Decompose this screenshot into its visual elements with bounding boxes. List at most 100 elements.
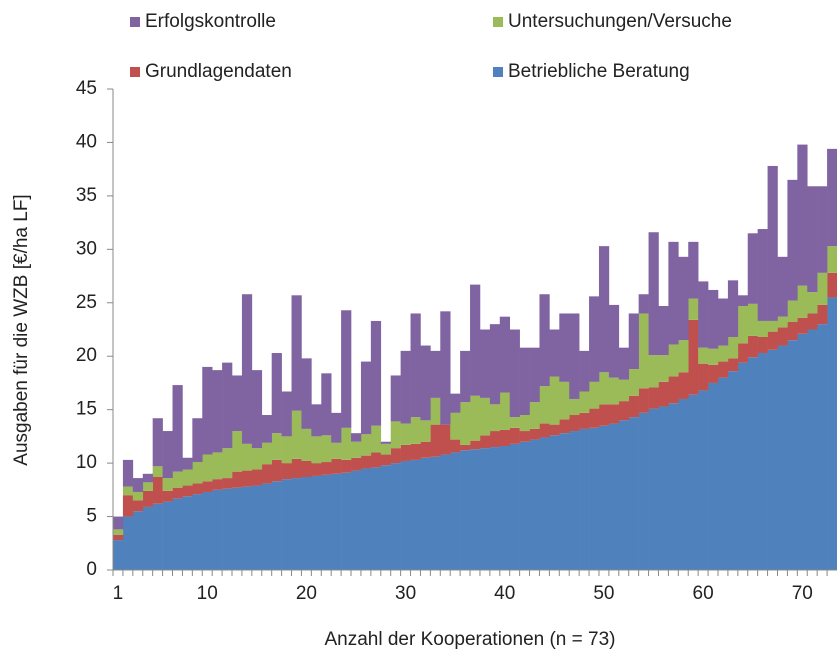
bar-segment: [549, 376, 560, 425]
bar-segment: [777, 345, 788, 570]
bar-segment: [807, 329, 818, 570]
bar-segment: [261, 464, 272, 484]
bar-segment: [321, 474, 332, 570]
bar-segment: [470, 395, 481, 441]
bar-segment: [608, 423, 620, 570]
bar-segment: [678, 372, 689, 399]
bar-segment: [122, 495, 134, 517]
legend-swatch: [493, 67, 503, 77]
bar-segment: [777, 327, 788, 346]
bar-segment: [450, 452, 461, 570]
bar-segment: [410, 417, 421, 444]
bar-segment: [737, 362, 749, 570]
bar-segment: [122, 516, 134, 570]
bar-segment: [737, 305, 749, 344]
bar-segment: [598, 372, 610, 405]
bar-segment: [747, 357, 758, 570]
bar-segment: [688, 319, 699, 395]
bar-segment: [331, 442, 342, 459]
bar-segment: [281, 463, 292, 480]
bar-segment: [460, 450, 471, 570]
y-tick-label: 25: [76, 292, 97, 313]
bar-segment: [479, 397, 491, 436]
bar-segment: [559, 381, 570, 420]
bar-segment: [410, 459, 421, 570]
bar-segment: [281, 436, 292, 464]
y-tick-label: 40: [76, 131, 97, 152]
bar-segment: [559, 313, 570, 382]
bar-segment: [440, 424, 451, 455]
bar-segment: [271, 481, 282, 570]
y-tick-label: 30: [76, 238, 97, 259]
bar-segment: [727, 358, 739, 372]
bar-segment: [321, 373, 332, 436]
bar-segment: [727, 280, 739, 337]
bar-segment: [370, 452, 382, 468]
bar-segment: [341, 472, 352, 570]
bar-segment: [380, 441, 391, 444]
bar-segment: [192, 483, 203, 495]
bar-segment: [430, 456, 441, 570]
bar-segment: [539, 386, 550, 424]
bar-segment: [717, 361, 729, 378]
bar-segment: [192, 462, 203, 484]
bar-segment: [648, 408, 659, 570]
bar-segment: [241, 294, 253, 444]
bar-segment: [222, 448, 233, 479]
bar-segment: [380, 465, 391, 570]
bar-segment: [182, 496, 193, 570]
bar-segment: [331, 412, 342, 443]
bar-segment: [638, 412, 649, 570]
bar-segment: [479, 329, 491, 398]
bar-segment: [341, 310, 352, 428]
y-tick-label: 10: [76, 452, 97, 473]
bar-segment: [390, 463, 401, 570]
bar-segment: [658, 305, 669, 356]
bar-segment: [390, 375, 401, 422]
bar-segment: [261, 415, 272, 443]
bar-segment: [767, 320, 778, 332]
x-tick-label: 20: [296, 583, 317, 604]
bar-segment: [727, 336, 739, 359]
bar-segment: [757, 353, 768, 570]
bar-segment: [321, 462, 332, 475]
bar-segment: [440, 311, 451, 425]
bar-segment: [698, 363, 709, 391]
bar-segment: [380, 454, 391, 466]
bar-segment: [509, 443, 520, 570]
bar-segment: [132, 478, 144, 492]
legend-label: Untersuchungen/Versuche: [508, 11, 732, 32]
bar-segment: [589, 408, 600, 428]
bar-segment: [519, 347, 530, 416]
bar-segment: [688, 394, 699, 570]
bar-segment: [351, 470, 362, 570]
bar-segment: [360, 455, 372, 469]
bar-segment: [341, 427, 352, 460]
bar-segment: [628, 369, 639, 396]
bar-segment: [261, 483, 272, 570]
bar-segment: [470, 284, 481, 396]
bar-segment: [499, 392, 511, 430]
legend-swatch: [493, 17, 503, 27]
bar-segment: [261, 442, 272, 465]
y-tick-label: 5: [86, 506, 97, 527]
bar-segment: [400, 460, 411, 570]
bar-segment: [539, 437, 550, 570]
bar-segment: [529, 347, 540, 403]
bar-segment: [817, 186, 828, 273]
bar-segment: [489, 404, 501, 432]
bar-segment: [737, 295, 749, 306]
bar-segment: [589, 381, 600, 409]
y-tick-label: 15: [76, 399, 97, 420]
bar-segment: [668, 376, 679, 404]
bar-segment: [519, 431, 530, 442]
bar-segment: [360, 434, 372, 456]
bar-segment: [271, 353, 282, 434]
bar-segment: [182, 457, 193, 470]
bar-segment: [232, 487, 243, 570]
bar-segment: [777, 316, 788, 328]
bar-segment: [827, 148, 837, 247]
bar-segment: [628, 417, 639, 570]
bar-segment: [618, 420, 630, 570]
bar-segment: [678, 340, 689, 373]
